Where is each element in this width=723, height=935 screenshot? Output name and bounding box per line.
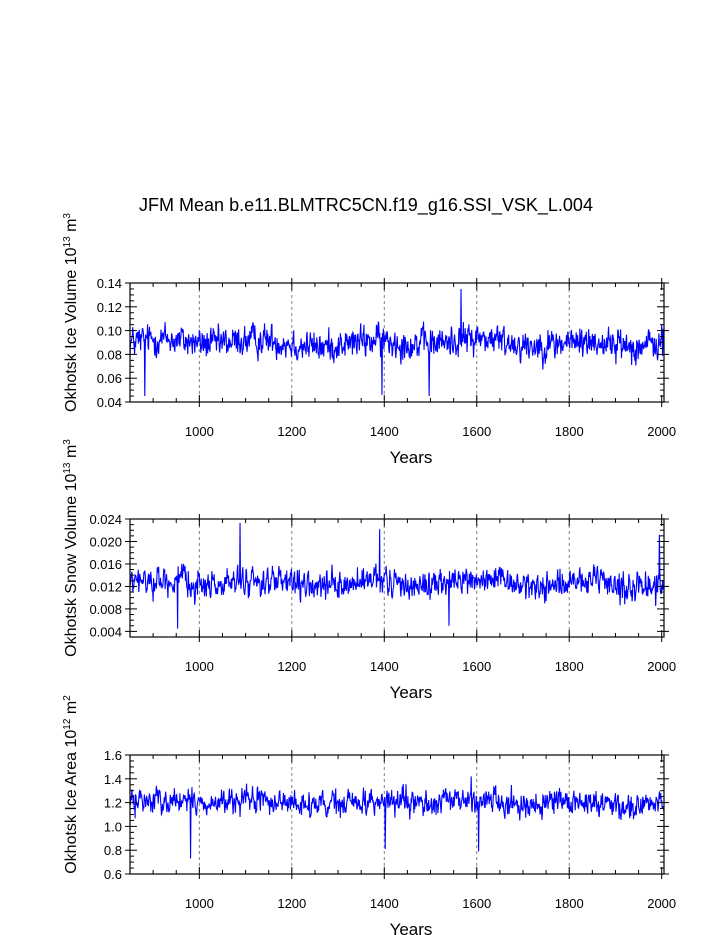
y-tick-label: 0.14 <box>97 276 122 291</box>
y-tick-label: 1.2 <box>104 796 122 811</box>
x-tick-label: 1000 <box>185 424 214 439</box>
x-tick-label: 1800 <box>555 896 584 911</box>
x-tick-label: 2000 <box>647 896 676 911</box>
y-axis-label-exponent: 13 <box>62 236 73 248</box>
y-tick-label: 0.008 <box>89 602 122 617</box>
y-axis-label-unit: m <box>63 701 80 719</box>
y-tick-label: 0.04 <box>97 395 122 410</box>
y-tick-label: 0.06 <box>97 371 122 386</box>
y-axis-label-unit-exponent: 3 <box>62 439 73 445</box>
y-tick-label: 1.6 <box>104 748 122 763</box>
y-tick-label: 0.004 <box>89 624 122 639</box>
series-line <box>130 288 664 397</box>
x-tick-label: 1400 <box>370 659 399 674</box>
y-axis-label: Okhotsk Ice Volume 1013 m3 <box>62 213 80 412</box>
y-tick-label: 0.10 <box>97 324 122 339</box>
series-line <box>130 776 664 859</box>
x-tick-label: 1200 <box>277 424 306 439</box>
y-tick-label: 0.024 <box>89 512 122 527</box>
y-axis-label-exponent: 12 <box>62 718 73 730</box>
y-tick-label: 0.016 <box>89 557 122 572</box>
y-axis-label: Okhotsk Ice Area 1012 m2 <box>62 695 80 874</box>
y-axis-label-exponent: 13 <box>62 462 73 474</box>
y-tick-label: 0.12 <box>97 300 122 315</box>
x-tick-label: 1200 <box>277 896 306 911</box>
y-tick-label: 0.6 <box>104 867 122 882</box>
y-axis-label-unit: m <box>63 445 80 463</box>
panel-ice-volume: 1000 1200 1400 1600 1800 2000 0.04 0.06 0.08 0.10… <box>62 213 676 467</box>
y-tick-label: 0.012 <box>89 579 122 594</box>
x-tick-label: 1200 <box>277 659 306 674</box>
y-axis-label: Okhotsk Snow Volume 1013 m3 <box>62 439 80 657</box>
y-axis-label-text: Okhotsk Snow Volume 10 <box>63 474 80 657</box>
chart-title: JFM Mean b.e11.BLMTRC5CN.f19_g16.SSI_VSK… <box>139 195 593 216</box>
x-tick-label: 1800 <box>555 424 584 439</box>
y-axis-label-unit: m <box>63 219 80 237</box>
panel-snow-volume: 1000 1200 1400 1600 1800 2000 0.004 0.008 0.012 0… <box>62 439 676 702</box>
series-line <box>130 522 664 629</box>
y-tick-label: 0.020 <box>89 534 122 549</box>
y-axis-label-unit-exponent: 3 <box>62 213 73 219</box>
x-tick-label: 1800 <box>555 659 584 674</box>
y-tick-label: 0.8 <box>104 843 122 858</box>
x-axis-label: Years <box>390 448 433 467</box>
x-tick-label: 1000 <box>185 896 214 911</box>
x-tick-label: 1600 <box>462 896 491 911</box>
x-tick-label: 2000 <box>647 659 676 674</box>
x-tick-label: 1000 <box>185 659 214 674</box>
y-axis-label-text: Okhotsk Ice Volume 10 <box>63 247 80 412</box>
x-tick-label: 2000 <box>647 424 676 439</box>
y-axis-label-text: Okhotsk Ice Area 10 <box>63 730 80 874</box>
x-axis-label: Years <box>390 920 433 935</box>
panel-ice-area: 1000 1200 1400 1600 1800 2000 0.6 0.8 1.0 1.2 1.4 1… <box>62 695 676 935</box>
y-tick-label: 1.0 <box>104 819 122 834</box>
y-tick-label: 0.08 <box>97 347 122 362</box>
y-tick-label: 1.4 <box>104 772 122 787</box>
x-tick-label: 1600 <box>462 659 491 674</box>
axis-frame <box>129 518 665 638</box>
x-tick-label: 1400 <box>370 424 399 439</box>
axis-frame <box>129 754 665 875</box>
y-axis-label-unit-exponent: 2 <box>62 695 73 701</box>
x-tick-label: 1600 <box>462 424 491 439</box>
x-axis-label: Years <box>390 683 433 702</box>
x-tick-label: 1400 <box>370 896 399 911</box>
